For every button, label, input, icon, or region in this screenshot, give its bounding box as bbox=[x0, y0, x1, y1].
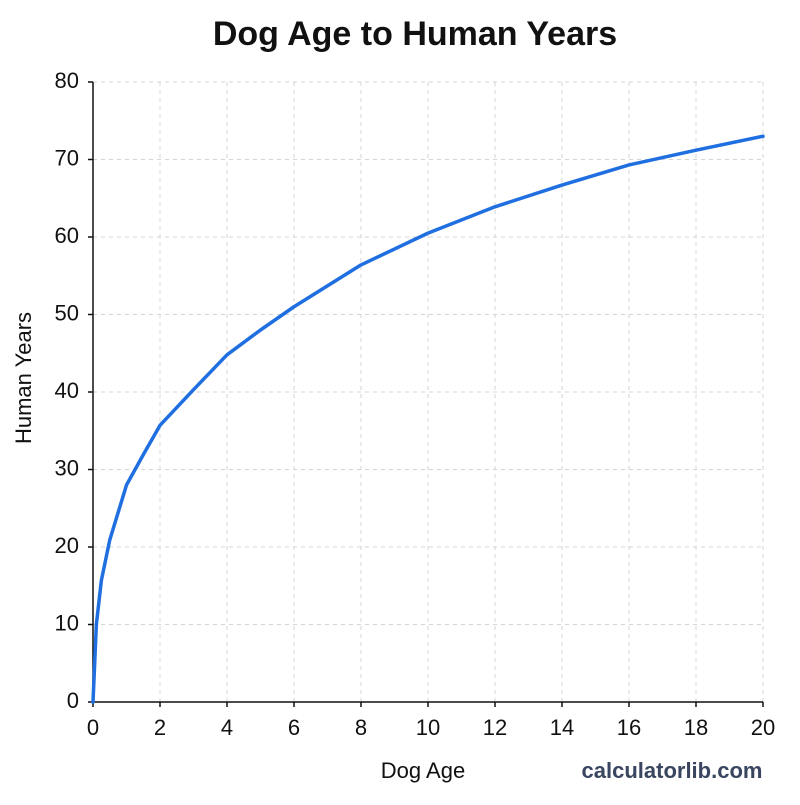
x-axis-label: Dog Age bbox=[381, 758, 465, 783]
chart-title: Dog Age to Human Years bbox=[213, 15, 617, 53]
x-tick-label: 18 bbox=[684, 715, 708, 740]
x-tick-label: 12 bbox=[483, 715, 507, 740]
y-tick-label: 40 bbox=[55, 378, 79, 403]
y-tick-label: 30 bbox=[55, 455, 79, 480]
y-tick-label: 20 bbox=[55, 533, 79, 558]
x-tick-label: 16 bbox=[617, 715, 641, 740]
x-tick-label: 4 bbox=[221, 715, 233, 740]
y-tick-label: 80 bbox=[55, 68, 79, 93]
x-tick-label: 14 bbox=[550, 715, 574, 740]
watermark: calculatorlib.com bbox=[582, 758, 763, 783]
x-tick-label: 20 bbox=[751, 715, 775, 740]
x-tick-label: 8 bbox=[355, 715, 367, 740]
y-tick-label: 0 bbox=[67, 688, 79, 713]
y-tick-label: 10 bbox=[55, 610, 79, 635]
y-tick-label: 70 bbox=[55, 145, 79, 170]
x-tick-label: 6 bbox=[288, 715, 300, 740]
line-series bbox=[91, 134, 765, 704]
y-axis-label: Human Years bbox=[11, 312, 36, 444]
x-tick-label: 10 bbox=[416, 715, 440, 740]
y-tick-label: 50 bbox=[55, 300, 79, 325]
y-tick-label: 60 bbox=[55, 223, 79, 248]
x-tick-label: 2 bbox=[154, 715, 166, 740]
x-tick-label: 0 bbox=[87, 715, 99, 740]
